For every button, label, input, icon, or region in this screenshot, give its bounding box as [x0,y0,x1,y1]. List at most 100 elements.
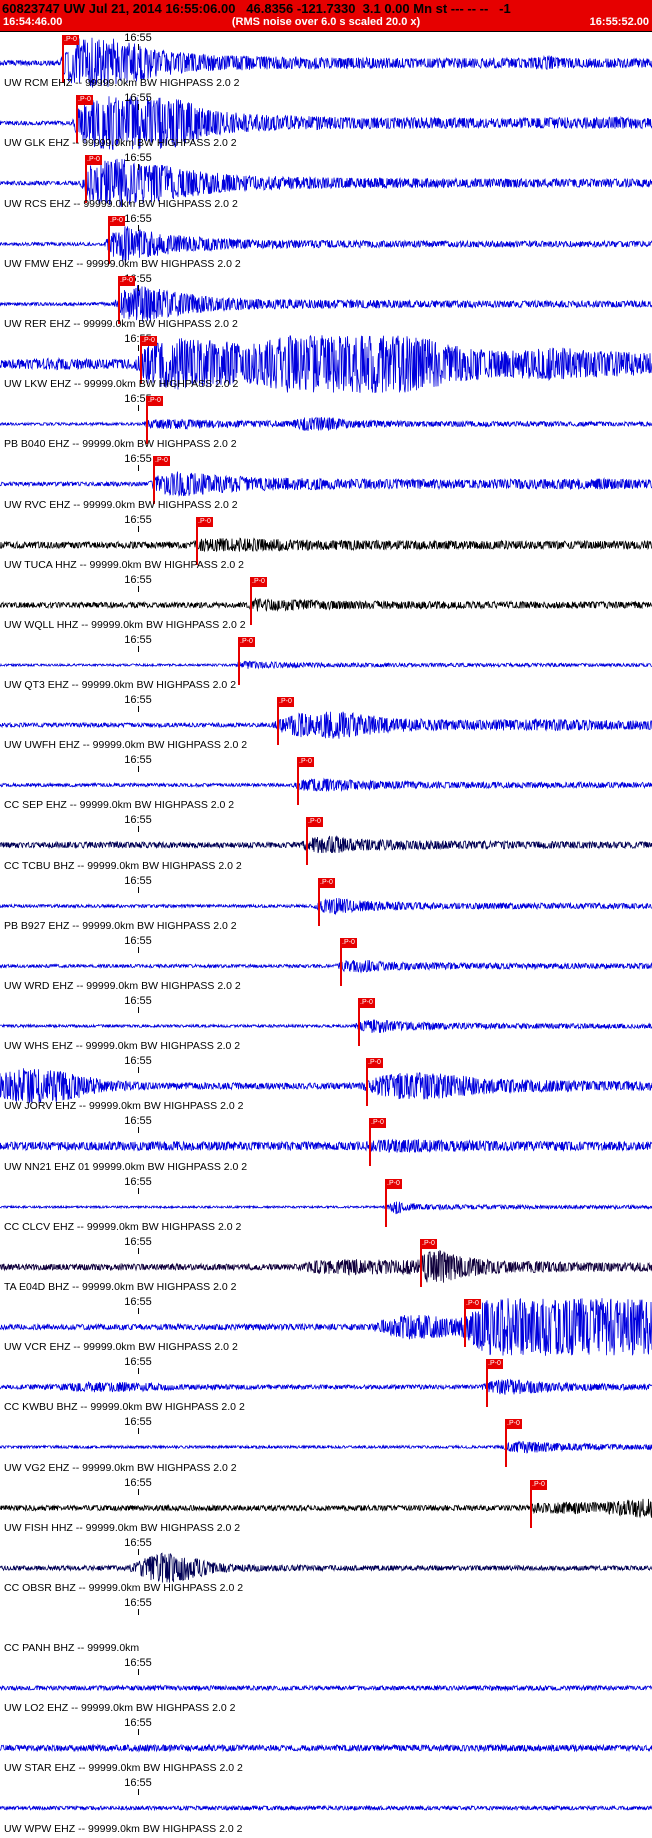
trace-row-29: 16:55 UW STAR EHZ -- 99999.0km BW HIGHPAS… [0,1717,652,1777]
waveform[interactable] [0,694,652,754]
waveform[interactable] [0,1537,652,1597]
waveform[interactable] [0,1236,652,1296]
pick-flag[interactable]: .P-0 [297,757,314,768]
pick-flag[interactable]: .P-0 [146,396,163,407]
minute-tick-label: 16:55 [124,995,152,1007]
pick-flag[interactable]: .P-0 [238,636,255,647]
minute-tick-label: 16:55 [124,754,152,767]
pick-flag[interactable]: .P-0 [340,937,357,948]
waveform[interactable] [0,1296,652,1356]
pick-flag[interactable]: .P-0 [505,1419,522,1430]
waveform[interactable] [0,1477,652,1537]
pick-flag[interactable]: .P-0 [420,1238,437,1249]
pick-line [358,1008,360,1046]
minute-tick-label: 16:55 [124,212,152,225]
minute-tick-mark [138,706,139,713]
waveform[interactable] [0,634,652,694]
pick-line [420,1248,422,1287]
trace-row-25: 16:55 .P-0 UW FISH HHZ -- 99999.0km BW HIG… [0,1477,652,1537]
minute-tick-label: 16:55 [124,1536,152,1549]
waveform[interactable] [0,935,652,995]
trace-label: UW NN21 EHZ 01 99999.0km BW HIGHPASS 2.0… [4,1160,248,1173]
trace-row-26: 16:55 CC OBSR BHZ -- 99999.0km BW HIGHPAS… [0,1537,652,1597]
waveform[interactable] [0,152,652,212]
waveform[interactable] [0,814,652,874]
minute-tick-label: 16:55 [124,393,152,406]
waveform[interactable] [0,1657,652,1717]
trace-label: TA E04D BHZ -- 99999.0km BW HIGHPASS 2.0… [4,1280,237,1293]
minute-tick-label: 16:55 [124,32,152,44]
window-start-time: 16:54:46.00 [3,16,63,28]
trace-label: UW QT3 EHZ -- 99999.0km BW HIGHPASS 2.0 … [4,679,237,692]
pick-flag[interactable]: .P-0 [62,35,79,45]
pick-flag[interactable]: .P-0 [486,1359,503,1370]
trace-label: CC PANH BHZ -- 99999.0km [4,1642,140,1655]
minute-tick-label: 16:55 [124,874,152,887]
pick-flag[interactable]: .P-0 [358,998,375,1008]
waveform[interactable] [0,1055,652,1115]
pick-flag[interactable]: .P-0 [530,1479,547,1490]
minute-tick-label: 16:55 [124,1657,152,1670]
waveform[interactable] [0,1717,652,1777]
trace-row-13: 16:55 .P-0 CC SEP EHZ -- 99999.0km BW HIGH… [0,754,652,814]
pick-flag[interactable]: .P-0 [385,1178,402,1189]
minute-tick-mark [138,1247,139,1254]
pick-flag[interactable]: .P-0 [250,576,267,587]
waveform[interactable] [0,1416,652,1476]
trace-label: UW LKW EHZ -- 99999.0km BW HIGHPASS 2.0 … [4,378,239,391]
pick-flag[interactable]: .P-0 [277,697,294,708]
pick-line [196,526,198,565]
trace-row-9: 16:55 .P-0 UW TUCA HHZ -- 99999.0km BW HIG… [0,514,652,574]
pick-flag[interactable]: .P-0 [118,275,135,286]
waveform[interactable] [0,1777,652,1837]
pick-line [108,225,110,264]
minute-tick-label: 16:55 [124,1717,152,1730]
waveform[interactable] [0,1356,652,1416]
trace-label: UW FISH HHZ -- 99999.0km BW HIGHPASS 2.0… [4,1521,241,1534]
trace-label: UW GLK EHZ -- 99999.0km BW HIGHPASS 2.0 … [4,137,237,150]
pick-flag[interactable]: .P-0 [366,1058,383,1069]
pick-flag[interactable]: .P-0 [318,877,335,888]
waveform[interactable] [0,514,652,574]
minute-tick-label: 16:55 [124,934,152,947]
waveform[interactable] [0,1115,652,1175]
minute-tick-mark [138,1608,139,1615]
pick-line [85,165,87,204]
waveform[interactable] [0,1176,652,1236]
waveform[interactable] [0,453,652,513]
pick-flag[interactable]: .P-0 [306,817,323,828]
pick-line [340,947,342,986]
trace-row-21: 16:55 .P-0 TA E04D BHZ -- 99999.0km BW HIG… [0,1236,652,1296]
waveform[interactable] [0,574,652,634]
pick-flag[interactable]: .P-0 [464,1298,481,1309]
waveform[interactable] [0,333,652,393]
pick-flag[interactable]: .P-0 [76,95,93,106]
waveform[interactable] [0,393,652,453]
pick-flag[interactable]: .P-0 [153,456,170,467]
pick-flag[interactable]: .P-0 [369,1118,386,1129]
trace-row-19: 16:55 .P-0 UW NN21 EHZ 01 99999.0km BW HIG… [0,1115,652,1175]
trace-label: PB B040 EHZ -- 99999.0km BW HIGHPASS 2.0… [4,438,237,451]
pick-line [369,1128,371,1167]
waveform[interactable] [0,32,652,92]
pick-flag[interactable]: .P-0 [108,215,125,226]
trace-row-11: 16:55 .P-0 UW QT3 EHZ -- 99999.0km BW HIGH… [0,634,652,694]
pick-flag[interactable]: .P-0 [196,516,213,527]
pick-flag[interactable]: .P-0 [85,155,102,166]
minute-tick-label: 16:55 [124,1115,152,1128]
pick-line [297,767,299,806]
trace-row-30: 16:55 UW WPW EHZ -- 99999.0km BW HIGHPASS… [0,1777,652,1837]
waveform[interactable] [0,273,652,333]
trace-row-17: 16:55 .P-0 UW WHS EHZ -- 99999.0km BW HIGH… [0,995,652,1055]
minute-tick-mark [138,284,139,291]
minute-tick-mark [138,1127,139,1134]
pick-line [76,105,78,144]
waveform[interactable] [0,754,652,814]
waveform[interactable] [0,875,652,935]
minute-tick-mark [138,1789,139,1796]
trace-row-6: 16:55 .P-0 UW LKW EHZ -- 99999.0km BW HIGH… [0,333,652,393]
waveform[interactable] [0,995,652,1055]
pick-flag[interactable]: .P-0 [140,335,157,346]
waveform[interactable] [0,92,652,152]
